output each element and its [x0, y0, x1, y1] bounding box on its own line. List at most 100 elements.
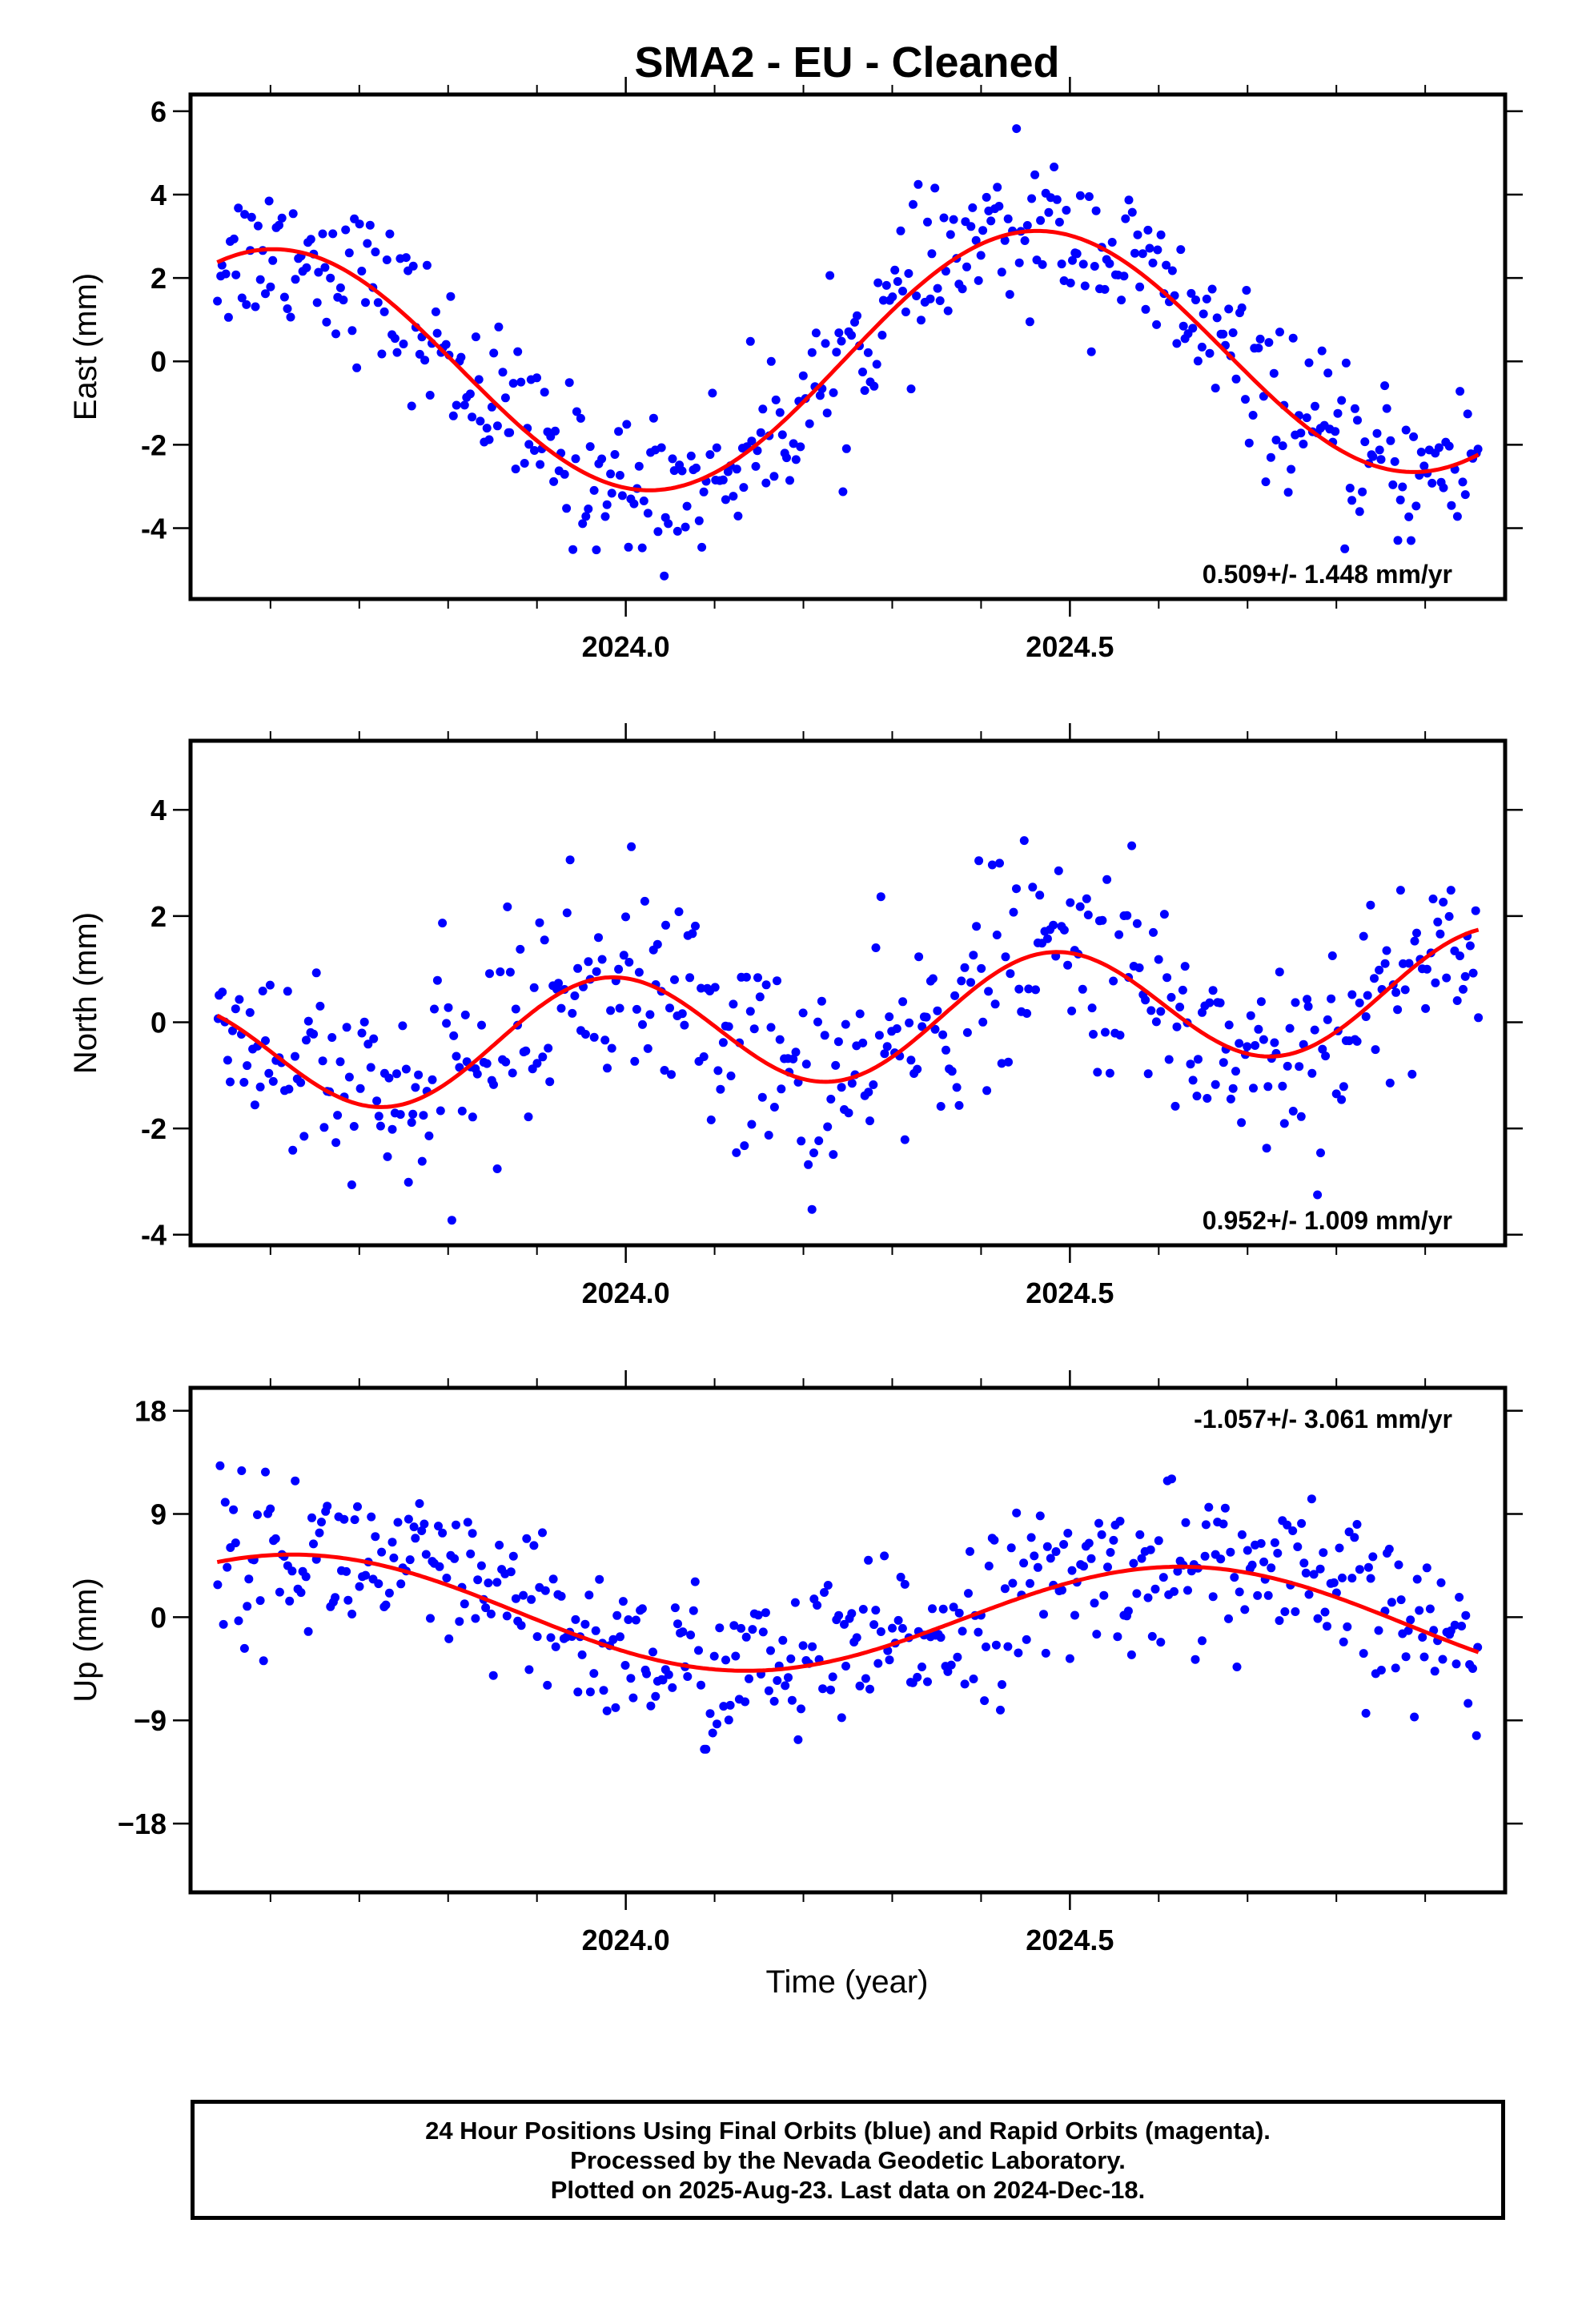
data-point — [798, 1008, 808, 1018]
data-point — [1339, 1637, 1348, 1647]
data-point — [938, 1604, 948, 1614]
data-point — [481, 1603, 491, 1613]
data-point — [1259, 1035, 1268, 1044]
data-point — [576, 413, 585, 423]
data-point — [874, 1031, 884, 1040]
data-point — [615, 471, 624, 480]
data-point — [1105, 259, 1114, 268]
data-point — [1114, 930, 1124, 939]
data-point — [369, 1034, 379, 1043]
data-point — [1176, 245, 1186, 255]
data-point — [694, 1646, 703, 1655]
data-point — [1121, 214, 1130, 223]
data-point — [1340, 544, 1350, 553]
data-point — [753, 1610, 763, 1620]
data-point — [871, 943, 881, 952]
data-point — [939, 213, 949, 223]
data-point — [1297, 1518, 1307, 1528]
data-point — [995, 858, 1004, 868]
data-point — [947, 1067, 957, 1076]
data-point — [997, 267, 1006, 277]
data-point — [821, 339, 830, 348]
data-point — [1421, 1003, 1431, 1013]
data-point — [1341, 358, 1351, 368]
data-point — [1068, 255, 1077, 265]
data-point — [1224, 1020, 1234, 1030]
data-point — [492, 1164, 502, 1173]
data-point — [1288, 1526, 1298, 1535]
data-point — [1320, 1607, 1330, 1617]
data-point — [790, 1598, 800, 1607]
data-point — [1468, 1664, 1477, 1673]
data-point — [1031, 985, 1040, 995]
data-point — [1070, 1610, 1079, 1620]
data-point — [1388, 480, 1398, 489]
data-point — [455, 1063, 464, 1072]
data-point — [1122, 911, 1132, 920]
data-point — [787, 1695, 797, 1705]
data-point — [457, 1106, 467, 1116]
data-point — [477, 1020, 486, 1030]
data-point — [1084, 192, 1094, 201]
data-point — [488, 1671, 498, 1680]
data-point — [1303, 1002, 1313, 1011]
data-point — [1412, 1574, 1422, 1584]
data-point — [589, 1032, 599, 1042]
data-point — [357, 1028, 367, 1038]
data-point — [811, 328, 821, 338]
data-point — [221, 269, 231, 279]
data-point — [396, 1110, 405, 1120]
data-point — [996, 1705, 1005, 1715]
data-point — [745, 1674, 753, 1683]
data-point — [594, 933, 603, 943]
data-point — [1473, 444, 1483, 454]
data-point — [834, 1610, 844, 1620]
data-point — [551, 426, 560, 436]
data-point — [844, 1108, 853, 1118]
data-point — [628, 1693, 638, 1703]
data-point — [529, 1541, 539, 1550]
data-point — [1400, 985, 1410, 995]
data-point — [392, 348, 402, 357]
data-point — [990, 999, 1000, 1009]
data-point — [958, 1626, 967, 1636]
data-point — [778, 1635, 788, 1645]
data-point — [296, 1588, 306, 1598]
data-point — [600, 512, 610, 521]
data-point — [906, 1055, 916, 1065]
data-point — [1020, 236, 1030, 245]
data-point — [1026, 1533, 1036, 1542]
data-point — [264, 196, 274, 206]
data-point — [1050, 163, 1059, 171]
rate-label: 0.509+/- 1.448 mm/yr — [1203, 560, 1452, 589]
data-point — [994, 202, 1004, 211]
data-point — [288, 1145, 298, 1155]
data-point — [1460, 971, 1470, 981]
data-point — [408, 1109, 418, 1119]
data-point — [322, 317, 331, 327]
data-point — [1025, 317, 1034, 327]
y-tick-label: -2 — [141, 428, 167, 461]
data-point — [1398, 482, 1407, 492]
data-point — [365, 220, 375, 230]
data-point — [1323, 1015, 1332, 1024]
data-point — [352, 363, 362, 372]
data-point — [544, 1043, 553, 1053]
x-tick-label: 2024.5 — [1026, 1277, 1114, 1309]
data-point — [789, 1054, 798, 1063]
data-point — [896, 226, 905, 235]
data-point — [761, 1608, 770, 1618]
data-point — [231, 270, 241, 279]
data-point — [791, 455, 801, 464]
data-point — [841, 444, 851, 453]
data-point — [764, 1131, 773, 1140]
data-point — [465, 389, 475, 399]
data-point — [573, 963, 583, 973]
data-point — [1407, 1069, 1417, 1079]
data-point — [545, 1077, 555, 1087]
data-point — [1241, 395, 1250, 404]
data-point — [869, 381, 879, 391]
data-point — [926, 294, 935, 304]
data-point — [1447, 501, 1456, 510]
data-point — [1149, 927, 1158, 937]
